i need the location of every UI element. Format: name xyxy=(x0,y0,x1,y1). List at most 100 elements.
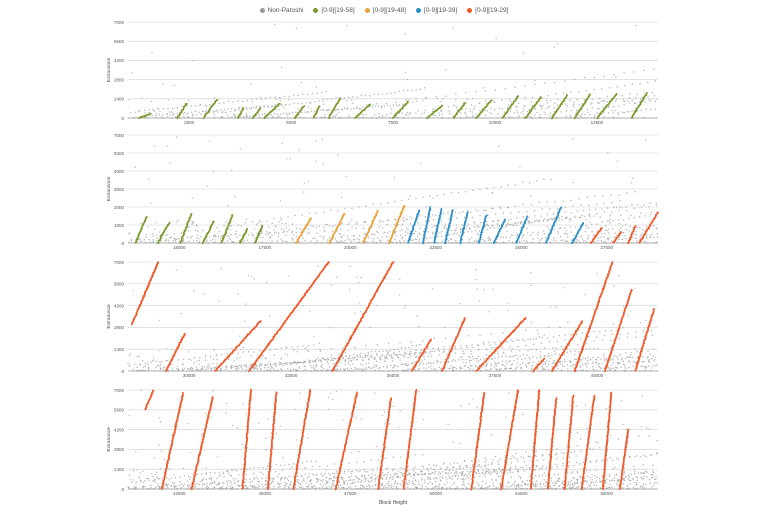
non-patoshi-point xyxy=(537,332,539,335)
non-patoshi-point xyxy=(447,238,449,240)
non-patoshi-point xyxy=(560,110,562,113)
y-tick-label: 2800 xyxy=(114,77,125,82)
non-patoshi-point xyxy=(268,226,270,228)
non-patoshi-point xyxy=(562,200,564,203)
non-patoshi-point xyxy=(547,363,550,366)
non-patoshi-point xyxy=(483,289,486,291)
non-patoshi-point xyxy=(648,361,650,363)
non-patoshi-point xyxy=(378,350,381,352)
non-patoshi-point xyxy=(352,353,355,356)
non-patoshi-point xyxy=(401,363,403,366)
non-patoshi-point xyxy=(355,227,357,229)
non-patoshi-point xyxy=(566,236,569,238)
non-patoshi-point xyxy=(255,365,258,368)
non-patoshi-point xyxy=(382,365,385,368)
non-patoshi-point xyxy=(643,370,645,372)
non-patoshi-point xyxy=(177,219,179,222)
non-patoshi-point xyxy=(490,107,492,110)
non-patoshi-point xyxy=(536,219,538,221)
non-patoshi-point xyxy=(618,194,620,196)
non-patoshi-point xyxy=(562,239,564,241)
non-patoshi-point xyxy=(638,215,641,218)
non-patoshi-point xyxy=(450,191,453,194)
non-patoshi-point xyxy=(600,239,603,242)
non-patoshi-point xyxy=(357,368,360,371)
non-patoshi-point xyxy=(254,237,256,240)
non-patoshi-point xyxy=(308,360,310,362)
non-patoshi-point xyxy=(207,367,209,369)
legend-label: [0-9][19-48] xyxy=(372,6,406,14)
non-patoshi-point xyxy=(418,368,421,370)
non-patoshi-point xyxy=(285,362,287,365)
non-patoshi-point xyxy=(394,223,396,226)
non-patoshi-point xyxy=(490,367,492,370)
non-patoshi-point xyxy=(516,217,518,219)
non-patoshi-point xyxy=(214,97,216,99)
non-patoshi-point xyxy=(455,224,458,226)
non-patoshi-point xyxy=(321,364,324,366)
non-patoshi-point xyxy=(315,86,318,88)
non-patoshi-point xyxy=(191,115,194,117)
non-patoshi-point xyxy=(346,107,348,110)
non-patoshi-point xyxy=(427,230,430,233)
non-patoshi-point xyxy=(566,216,568,218)
non-patoshi-point xyxy=(374,350,377,352)
non-patoshi-point xyxy=(582,357,584,359)
non-patoshi-point xyxy=(457,242,459,244)
non-patoshi-point xyxy=(298,366,301,368)
non-patoshi-point xyxy=(375,117,377,119)
non-patoshi-point xyxy=(213,366,215,368)
patoshi-point xyxy=(520,229,523,232)
non-patoshi-point xyxy=(330,354,333,356)
non-patoshi-point xyxy=(575,112,577,115)
non-patoshi-point xyxy=(250,107,253,110)
non-patoshi-point xyxy=(549,112,552,115)
non-patoshi-point xyxy=(297,102,299,105)
non-patoshi-point xyxy=(424,109,427,112)
non-patoshi-point xyxy=(604,225,607,227)
non-patoshi-point xyxy=(430,355,433,357)
non-patoshi-point xyxy=(204,356,207,358)
non-patoshi-point xyxy=(198,363,200,366)
non-patoshi-point xyxy=(310,240,312,242)
non-patoshi-point xyxy=(258,219,261,222)
non-patoshi-point xyxy=(617,219,620,221)
non-patoshi-point xyxy=(652,364,654,367)
non-patoshi-point xyxy=(614,110,616,112)
non-patoshi-point xyxy=(597,102,599,104)
non-patoshi-point xyxy=(183,111,186,114)
non-patoshi-point xyxy=(448,110,450,112)
non-patoshi-point xyxy=(151,108,154,110)
non-patoshi-point xyxy=(188,226,191,228)
non-patoshi-point xyxy=(563,80,566,82)
non-patoshi-point xyxy=(407,370,409,372)
non-patoshi-point xyxy=(352,363,354,365)
non-patoshi-point xyxy=(263,106,265,108)
non-patoshi-point xyxy=(159,110,161,113)
non-patoshi-point xyxy=(535,356,538,359)
non-patoshi-point xyxy=(144,112,146,114)
non-patoshi-point xyxy=(498,145,500,148)
non-patoshi-point xyxy=(328,369,331,372)
non-patoshi-point xyxy=(517,221,519,224)
non-patoshi-point xyxy=(402,370,405,372)
non-patoshi-point xyxy=(547,107,549,109)
non-patoshi-point xyxy=(332,357,335,360)
non-patoshi-point xyxy=(187,230,190,232)
non-patoshi-point xyxy=(264,113,267,116)
non-patoshi-point xyxy=(528,356,530,359)
non-patoshi-point xyxy=(291,230,294,233)
patoshi-point xyxy=(466,211,469,214)
non-patoshi-point xyxy=(441,116,443,119)
non-patoshi-point xyxy=(547,114,550,116)
patoshi-point xyxy=(445,237,448,239)
non-patoshi-point xyxy=(474,229,477,232)
non-patoshi-point xyxy=(485,102,488,105)
non-patoshi-point xyxy=(371,350,373,353)
non-patoshi-point xyxy=(208,363,211,365)
non-patoshi-point xyxy=(490,333,493,335)
non-patoshi-point xyxy=(153,145,156,147)
non-patoshi-point xyxy=(237,366,239,369)
non-patoshi-point xyxy=(595,359,598,361)
non-patoshi-point xyxy=(166,113,169,115)
